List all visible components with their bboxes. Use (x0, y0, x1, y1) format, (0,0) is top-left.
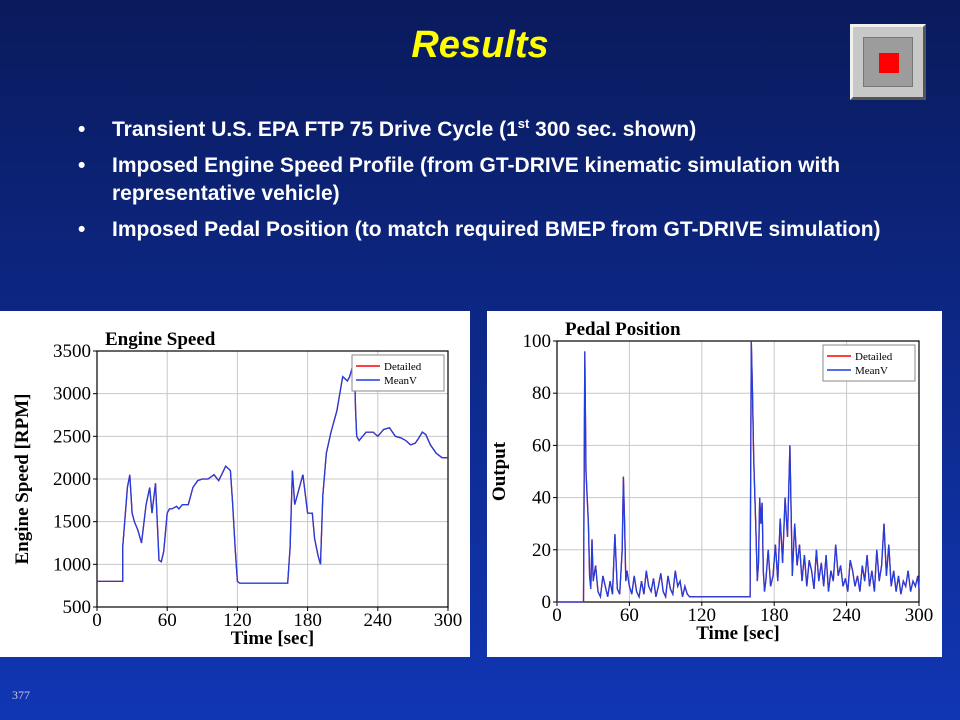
stop-button-face (863, 37, 913, 87)
chart-title: Pedal Position (565, 319, 681, 340)
x-tick-label: 180 (760, 605, 789, 626)
y-tick-label: 20 (532, 540, 551, 561)
stop-button[interactable] (850, 24, 926, 100)
y-axis-label: Output (489, 441, 510, 501)
bullet-item: Transient U.S. EPA FTP 75 Drive Cycle (1… (78, 116, 898, 144)
x-axis-label: Time [sec] (696, 623, 780, 644)
legend-box (351, 354, 445, 392)
y-tick-label: 500 (63, 597, 92, 618)
stop-icon (879, 53, 899, 73)
x-tick-label: 240 (364, 610, 393, 631)
y-tick-label: 100 (523, 331, 552, 352)
bullet-text: Transient U.S. EPA FTP 75 Drive Cycle (1 (112, 118, 518, 141)
x-tick-label: 0 (552, 605, 562, 626)
y-tick-label: 3500 (53, 341, 91, 362)
chart-title: Engine Speed (105, 329, 216, 350)
x-tick-label: 60 (158, 610, 177, 631)
legend-label: MeanV (384, 375, 417, 387)
x-tick-label: 300 (905, 605, 934, 626)
y-tick-label: 0 (542, 592, 552, 613)
bullet-item: Imposed Engine Speed Profile (from GT-DR… (78, 152, 898, 208)
x-tick-label: 120 (223, 610, 252, 631)
y-tick-label: 3000 (53, 384, 91, 405)
legend-label: Detailed (855, 351, 893, 363)
y-axis-label: Engine Speed [RPM] (12, 394, 33, 565)
plot-area (557, 341, 919, 602)
y-tick-label: 80 (532, 383, 551, 404)
x-axis-label: Time [sec] (231, 628, 315, 649)
x-tick-label: 180 (293, 610, 322, 631)
y-tick-label: 1000 (53, 554, 91, 575)
y-tick-label: 2500 (53, 426, 91, 447)
bullet-item: Imposed Pedal Position (to match require… (78, 216, 898, 244)
x-tick-label: 120 (688, 605, 717, 626)
slide-title: Results (411, 24, 549, 66)
engine-speed-chart: 0 60 120 180 240 300 500 1000 1500 2000 2500 3000 35… (12, 329, 463, 649)
bullet-text: Imposed Engine Speed Profile (from GT-DR… (112, 154, 841, 205)
y-tick-label: 1500 (53, 512, 91, 533)
pedal-position-chart-panel: 0 60 120 180 240 300 0 20 40 60 80 100 Pedal Positio… (487, 311, 942, 657)
bullet-superscript: st (517, 116, 530, 131)
legend-box (822, 344, 916, 382)
y-tick-label: 60 (532, 435, 551, 456)
bullet-text: Imposed Pedal Position (to match require… (112, 218, 881, 241)
series-line-meanv (557, 340, 920, 603)
y-tick-label: 40 (532, 488, 551, 509)
plot-frame (556, 340, 920, 603)
legend-label: Detailed (384, 361, 422, 373)
x-tick-label: 0 (92, 610, 102, 631)
legend-label: MeanV (855, 365, 888, 377)
pedal-position-chart: 0 60 120 180 240 300 0 20 40 60 80 100 Pedal Positio… (489, 319, 934, 644)
engine-speed-chart-panel: 0 60 120 180 240 300 500 1000 1500 2000 2500 3000 35… (0, 311, 470, 657)
y-tick-label: 2000 (53, 469, 91, 490)
bullet-list: Transient U.S. EPA FTP 75 Drive Cycle (1… (78, 116, 898, 252)
page-number: 377 (12, 688, 30, 702)
series-line-meanv (97, 367, 448, 584)
bullet-text-tail: 300 sec. shown) (529, 118, 697, 141)
x-tick-label: 240 (832, 605, 861, 626)
x-tick-label: 60 (620, 605, 639, 626)
x-tick-label: 300 (434, 610, 463, 631)
